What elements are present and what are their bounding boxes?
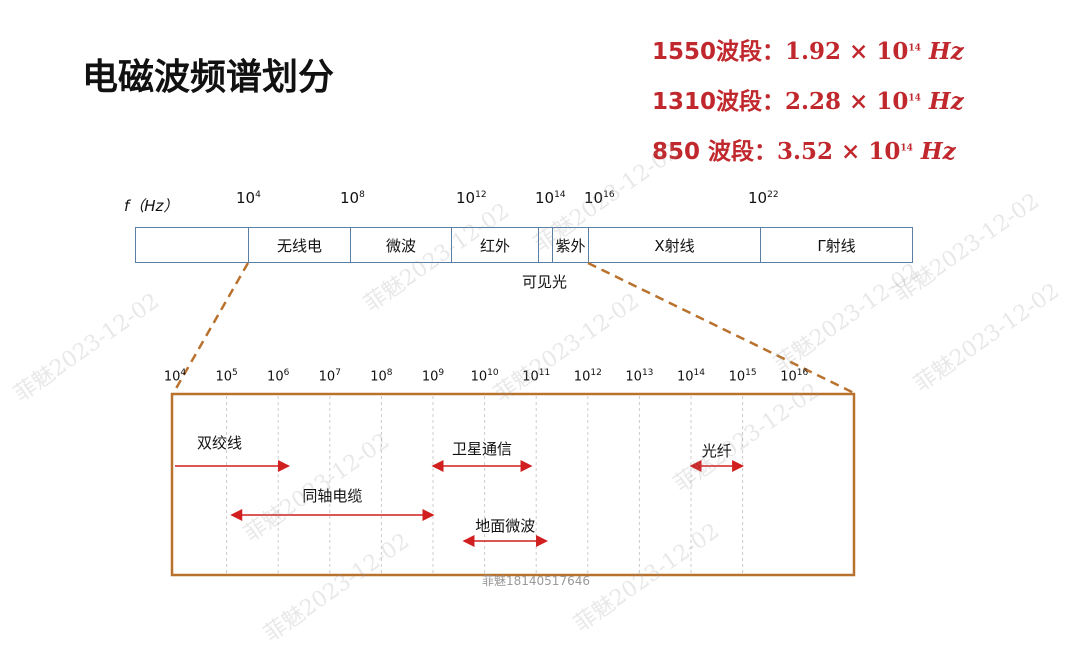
band-unit: Hz bbox=[920, 38, 964, 65]
medium-label: 光纤 bbox=[701, 442, 732, 460]
band-label: 850 波段： bbox=[652, 139, 778, 165]
band-unit: Hz bbox=[920, 88, 964, 115]
band-1310: 1310波段：2.28 × 1014 Hz bbox=[652, 82, 964, 116]
band-1550: 1550波段：1.92 × 1014 Hz bbox=[652, 32, 964, 66]
band-value: 3.52 × 10 bbox=[777, 138, 901, 165]
spectrum-tick: 104 bbox=[236, 189, 261, 207]
detail-tick: 1012 bbox=[573, 368, 602, 385]
spectrum-tick: 108 bbox=[340, 189, 365, 207]
medium-label: 双绞线 bbox=[197, 434, 243, 452]
detail-tick: 108 bbox=[370, 368, 393, 385]
axis-label: f（Hz） bbox=[124, 197, 179, 215]
page-title: 电磁波频谱划分 bbox=[82, 57, 335, 98]
band-exp: 14 bbox=[908, 43, 921, 54]
spectrum-tick: 1012 bbox=[456, 189, 487, 207]
band-exp: 14 bbox=[908, 93, 921, 104]
zoom-connectors bbox=[170, 261, 856, 577]
spectrum-tick: 1016 bbox=[584, 189, 615, 207]
medium-label: 卫星通信 bbox=[452, 440, 513, 458]
band-value: 1.92 × 10 bbox=[785, 38, 909, 65]
spectrum-tick: 1022 bbox=[748, 189, 779, 207]
detail-tick: 1015 bbox=[728, 368, 757, 385]
detail-tick: 1011 bbox=[522, 368, 551, 385]
band-unit: Hz bbox=[912, 138, 956, 165]
medium-label: 同轴电缆 bbox=[302, 487, 363, 505]
spectrum-tick: 1014 bbox=[535, 189, 566, 207]
footer-watermark: 菲魅18140517646 bbox=[482, 574, 590, 588]
visible-light-label: 可见光 bbox=[522, 273, 568, 291]
detail-tick: 107 bbox=[318, 368, 341, 385]
band-value: 2.28 × 10 bbox=[785, 88, 909, 115]
connector-right bbox=[587, 261, 855, 395]
spectrum-band: Γ射线 bbox=[760, 227, 913, 263]
medium-label: 地面微波 bbox=[475, 517, 536, 535]
band-label: 1550波段： bbox=[652, 39, 786, 65]
connector-left bbox=[172, 262, 250, 393]
band-exp: 14 bbox=[900, 143, 913, 154]
detail-tick: 105 bbox=[215, 368, 238, 385]
detail-tick: 1016 bbox=[780, 368, 809, 385]
detail-tick: 106 bbox=[267, 368, 290, 385]
detail-tick: 104 bbox=[163, 368, 187, 385]
detail-tick: 109 bbox=[421, 368, 445, 385]
detail-tick: 1010 bbox=[470, 368, 499, 385]
detail-frame bbox=[170, 392, 856, 577]
band-850: 850 波段：3.52 × 1014 Hz bbox=[652, 132, 956, 166]
detail-tick: 1013 bbox=[625, 368, 654, 385]
band-label: 1310波段： bbox=[652, 89, 786, 115]
detail-tick: 1014 bbox=[677, 368, 705, 385]
